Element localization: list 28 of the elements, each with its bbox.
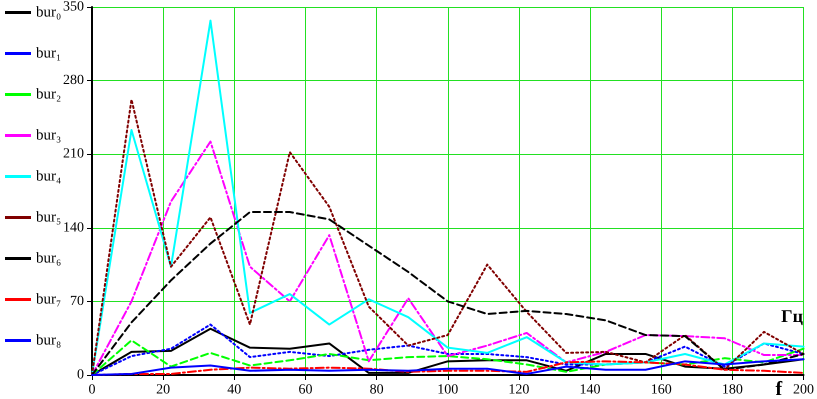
x-tick-label: 180 [722,382,743,398]
x-tick-label: 100 [437,382,458,398]
legend-label: bur₈ [36,332,62,348]
annotation: Гц [781,306,804,326]
x-axis-title: f [776,378,782,399]
legend-label: bur₀ [36,4,62,20]
x-tick-label: 200 [793,382,814,398]
legend-label: bur₄ [36,168,62,184]
y-tick-label: 350 [63,0,84,14]
legend-label: bur₁ [36,46,62,62]
x-tick-label: 40 [227,382,242,398]
x-tick-label: 120 [508,382,530,398]
y-tick-label: 140 [63,220,84,236]
legend-label: bur₇ [36,292,62,308]
legend-label: bur₅ [36,210,62,226]
y-tick-label: 280 [63,73,84,88]
x-tick-label: 60 [298,382,312,398]
y-tick-label: 70 [70,294,84,309]
x-tick-label: 140 [580,382,601,398]
x-tick-label: 0 [88,382,96,398]
y-tick-label: 0 [77,368,84,382]
y-tick-label: 210 [63,146,84,162]
legend-label: bur₆ [36,250,62,266]
x-tick-label: 20 [156,382,170,398]
legend-label: bur₂ [36,86,62,102]
legend-label: bur₃ [36,128,62,144]
x-tick-label: 80 [370,382,384,398]
x-tick-label: 160 [650,382,672,398]
